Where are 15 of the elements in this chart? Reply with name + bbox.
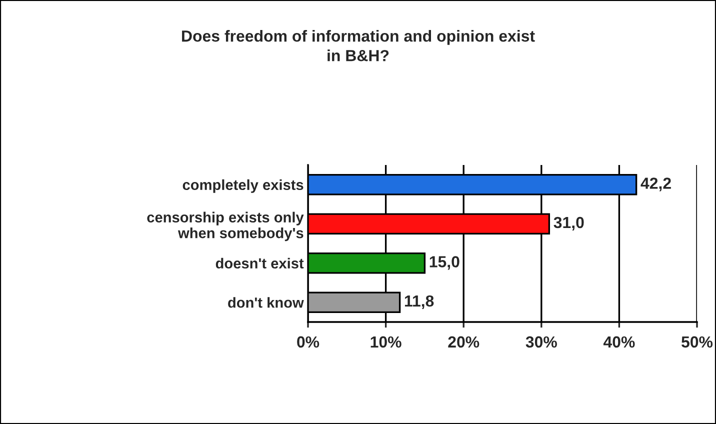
data-label: 11,8 [404,295,434,309]
x-tick-label: 0% [297,336,320,348]
data-label: 31,0 [554,216,584,230]
data-label: 15,0 [430,256,460,270]
x-tick-label: 40% [603,336,635,348]
y-tick-label: don't know [228,297,304,308]
y-tick-label: censorship exists only when somebody's [147,212,304,242]
x-tick-label: 50% [682,336,713,348]
data-label: 42,2 [640,178,671,192]
y-tick-label: completely exists [182,179,304,193]
x-tick-label: 20% [448,336,480,348]
x-tick-label: 30% [526,336,557,348]
y-tick-label: doesn't exist [216,258,304,269]
chart-title: Does freedom of information and opinion exist in B&H? [182,30,535,62]
x-tick-label: 10% [370,336,402,348]
